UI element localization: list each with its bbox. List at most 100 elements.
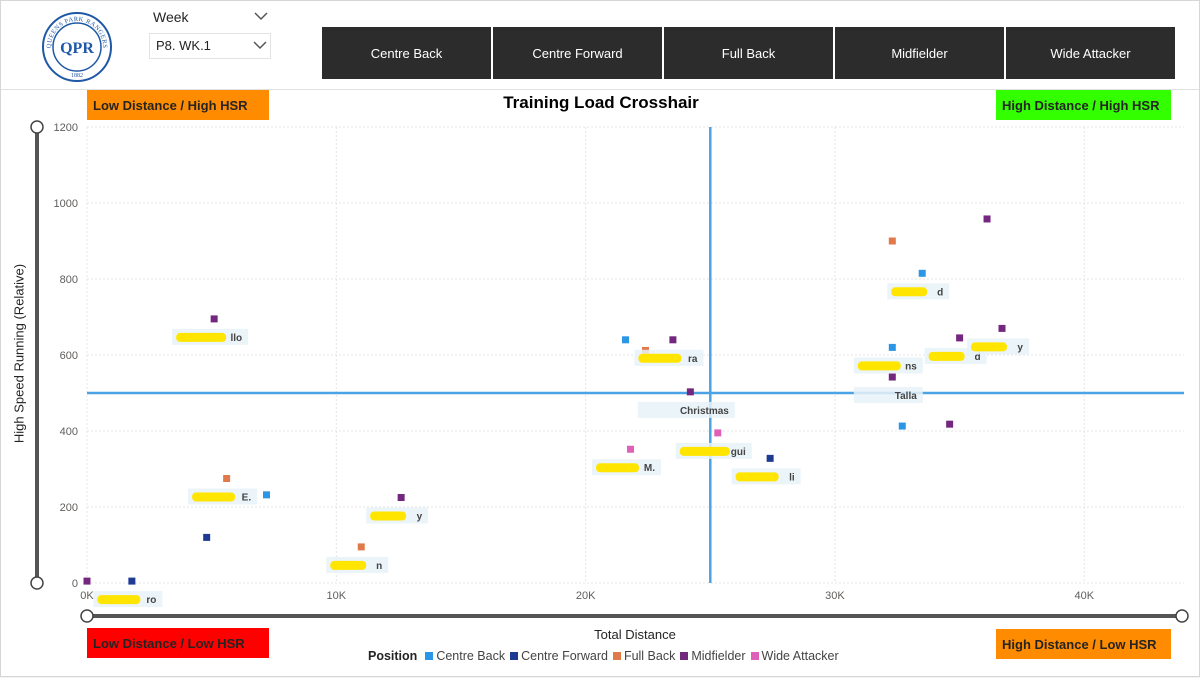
data-label: llo (230, 333, 242, 344)
data-label: d (937, 287, 943, 298)
legend-title: Position (368, 649, 418, 663)
data-point[interactable] (128, 577, 136, 585)
data-label-background (637, 401, 735, 418)
redaction-mark (330, 560, 367, 570)
tab-centre-forward[interactable]: Centre Forward (493, 27, 664, 79)
y-axis-title: High Speed Running (Relative) (11, 263, 27, 444)
y-axis-zoom-handle-top[interactable] (30, 120, 44, 134)
redaction-mark (192, 492, 236, 502)
data-label: gui (731, 447, 746, 458)
legend-swatch (612, 652, 621, 660)
data-point[interactable] (357, 543, 365, 551)
data-point[interactable] (714, 429, 722, 437)
tab-centre-back[interactable]: Centre Back (322, 27, 493, 79)
x-tick-label: 20K (576, 590, 596, 602)
y-tick-label: 600 (60, 350, 78, 362)
y-tick-label: 0 (72, 578, 78, 590)
x-tick-label: 40K (1074, 590, 1094, 602)
y-tick-label: 200 (60, 502, 78, 514)
chart-legend: Position Centre Back Centre Forward Full… (368, 649, 844, 663)
data-point[interactable] (946, 420, 954, 428)
header-divider (1, 89, 1199, 90)
data-label: Christmas (680, 406, 729, 417)
data-point[interactable] (918, 269, 926, 277)
y-tick-label: 800 (60, 274, 78, 286)
week-dropdown[interactable]: P8. WK.1 (149, 33, 271, 59)
crest-monogram: QPR (60, 40, 94, 57)
redaction-mark (97, 595, 141, 605)
legend-item-midfielder[interactable]: Midfielder (680, 649, 746, 663)
data-label: y (1017, 342, 1023, 353)
legend-item-centre-back[interactable]: Centre Back (425, 649, 505, 663)
tab-midfielder[interactable]: Midfielder (835, 27, 1006, 79)
data-point[interactable] (766, 454, 774, 462)
data-label: li (789, 472, 795, 483)
quadrant-label-upper-left: Low Distance / High HSR (87, 90, 269, 120)
redaction-mark (679, 446, 730, 456)
data-point[interactable] (888, 343, 896, 351)
x-axis-zoom-handle-left[interactable] (80, 609, 94, 623)
tab-wide-attacker[interactable]: Wide Attacker (1006, 27, 1175, 79)
data-point[interactable] (888, 237, 896, 245)
legend-item-centre-forward[interactable]: Centre Forward (510, 649, 608, 663)
data-point[interactable] (998, 324, 1006, 332)
data-point[interactable] (203, 533, 211, 541)
data-label: ro (146, 595, 156, 606)
week-dropdown-value: P8. WK.1 (156, 38, 211, 53)
redaction-mark (176, 332, 227, 342)
data-point[interactable] (263, 491, 271, 499)
position-tabs: Centre Back Centre Forward Full Back Mid… (322, 27, 1175, 79)
x-axis-zoom-handle-right[interactable] (1175, 609, 1189, 623)
data-point[interactable] (983, 215, 991, 223)
data-point[interactable] (223, 475, 231, 482)
data-label: ns (905, 361, 917, 372)
data-point[interactable] (627, 445, 635, 453)
x-axis-title: Total Distance (594, 627, 676, 642)
club-crest-logo: QUEENS PARK RANGERS QPR 1882 (42, 12, 112, 82)
data-label-background (853, 387, 923, 404)
chevron-down-icon (253, 41, 267, 50)
data-point[interactable] (622, 336, 630, 344)
data-label: d (975, 352, 981, 363)
legend-item-wide-attacker[interactable]: Wide Attacker (750, 649, 839, 663)
legend-swatch (750, 652, 759, 660)
x-tick-label: 0K (80, 590, 94, 602)
chart-title: Training Load Crosshair (503, 93, 699, 112)
legend-swatch (680, 652, 689, 660)
data-point[interactable] (83, 577, 91, 585)
redaction-mark (857, 361, 901, 371)
data-label: n (376, 561, 382, 572)
y-tick-label: 1000 (54, 198, 78, 210)
week-filter-label: Week (153, 9, 189, 25)
quadrant-label-upper-right: High Distance / High HSR (996, 90, 1171, 120)
tab-full-back[interactable]: Full Back (664, 27, 835, 79)
data-point[interactable] (956, 334, 964, 342)
redaction-mark (928, 351, 965, 361)
redaction-mark (370, 511, 407, 521)
data-point[interactable] (898, 422, 906, 430)
data-label: y (417, 512, 423, 523)
data-point[interactable] (397, 494, 405, 501)
redaction-mark (596, 463, 640, 473)
crest-year: 1882 (71, 73, 83, 79)
redaction-mark (638, 353, 682, 363)
legend-swatch (425, 652, 434, 660)
data-point[interactable] (210, 315, 218, 323)
chevron-down-icon[interactable] (254, 11, 268, 21)
data-point[interactable] (669, 336, 677, 344)
y-axis-zoom-handle-bottom[interactable] (30, 576, 44, 590)
data-label: Talla (895, 391, 917, 402)
quadrant-label-lower-right: High Distance / Low HSR (996, 629, 1171, 659)
x-tick-label: 30K (825, 590, 845, 602)
data-label: E. (242, 493, 252, 504)
data-point[interactable] (686, 388, 694, 396)
legend-item-full-back[interactable]: Full Back (612, 649, 675, 663)
redaction-mark (970, 342, 1007, 352)
data-point[interactable] (888, 373, 896, 381)
legend-swatch (510, 652, 519, 660)
redaction-mark (735, 472, 779, 482)
y-tick-label: 1200 (54, 122, 78, 134)
data-label: ra (688, 354, 698, 365)
